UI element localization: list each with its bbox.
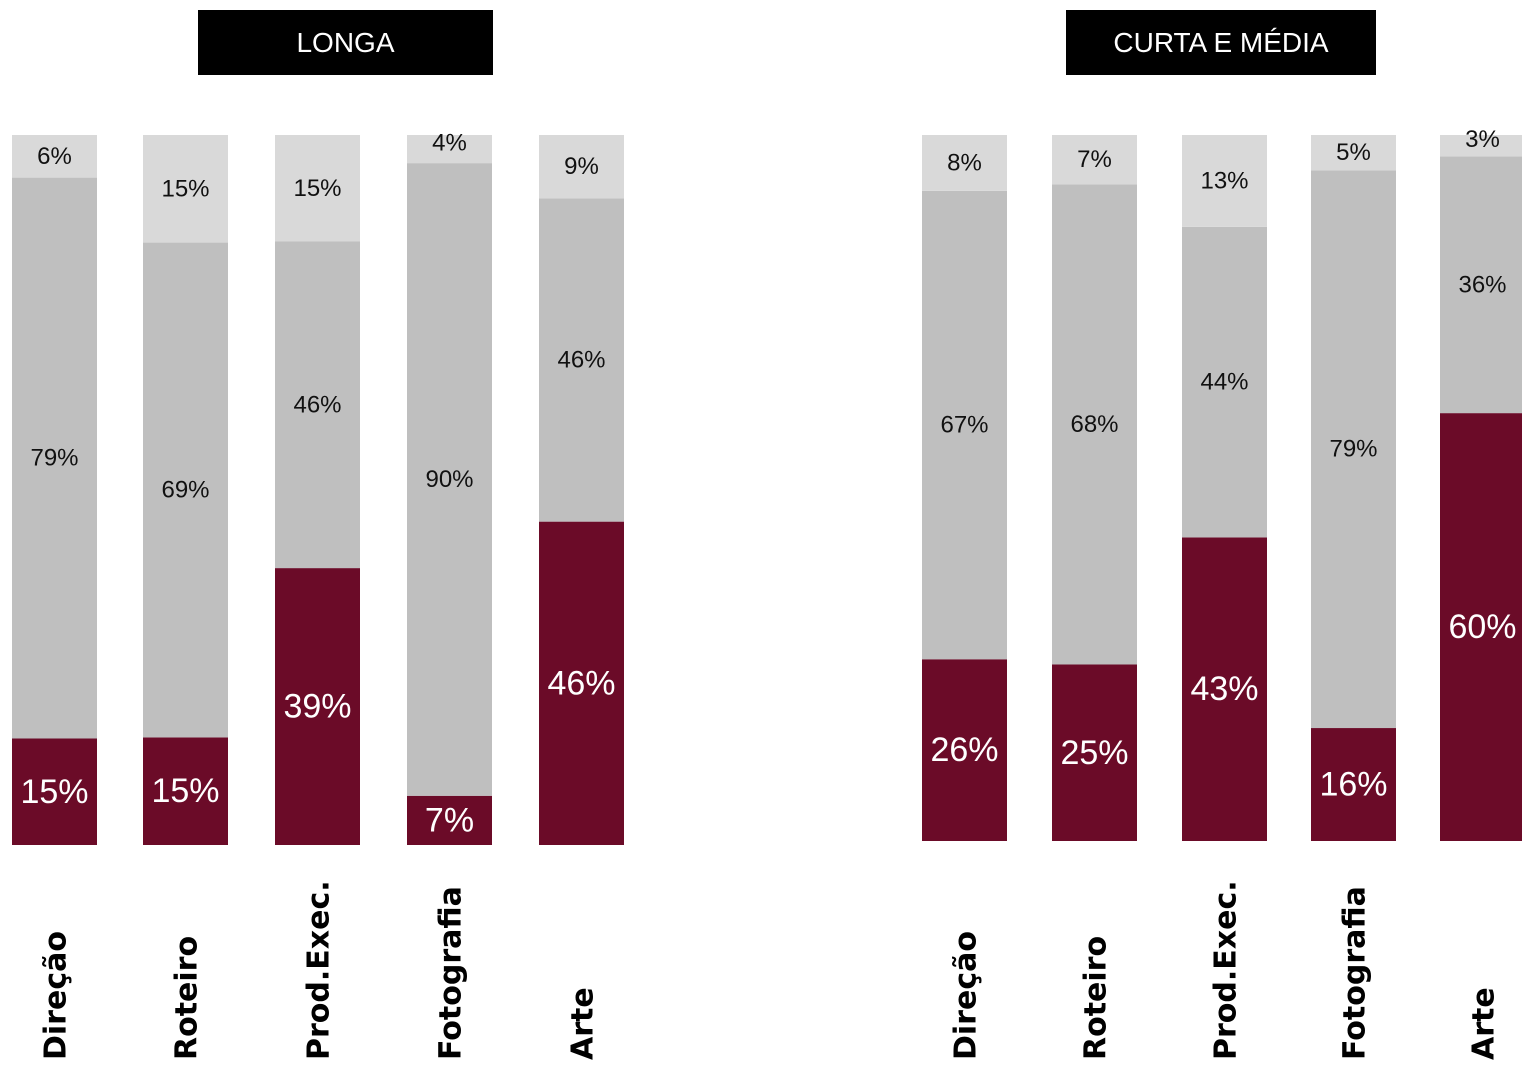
data-label-bottom: 7%: [425, 801, 474, 839]
data-label-top: 15%: [161, 175, 209, 202]
data-label-bottom: 16%: [1319, 766, 1387, 804]
category-label: Direção: [949, 931, 984, 1060]
data-label-top: 5%: [1336, 139, 1371, 166]
category-label: Arte: [1467, 987, 1502, 1060]
data-label-middle: 90%: [425, 466, 473, 493]
category-label: Fotografia: [1338, 886, 1373, 1060]
data-label-bottom: 15%: [20, 773, 88, 811]
bar-segment-top: [1182, 135, 1267, 227]
data-label-bottom: 43%: [1190, 670, 1258, 708]
data-label-top: 4%: [432, 130, 467, 157]
category-label: Arte: [566, 987, 601, 1060]
category-label: Prod.Exec.: [302, 880, 337, 1060]
category-label: Prod.Exec.: [1209, 880, 1244, 1060]
chart-title-curta-media: CURTA E MÉDIA: [1066, 10, 1376, 75]
chart-title-longa: LONGA: [198, 10, 493, 75]
bar-segment-bottom: [1052, 664, 1137, 841]
bar-segment-middle: [143, 242, 228, 738]
data-label-middle: 46%: [557, 346, 605, 373]
bar-segment-middle: [1182, 226, 1267, 538]
bar-segment-bottom: [1440, 413, 1522, 841]
bar-segment-top: [539, 135, 624, 199]
bar-segment-top: [922, 135, 1007, 191]
data-label-top: 13%: [1200, 167, 1248, 194]
bar-segment-bottom: [12, 738, 97, 845]
bar-segment-middle: [12, 177, 97, 739]
data-label-bottom: 46%: [547, 664, 615, 702]
bar-segment-bottom: [407, 795, 492, 845]
bar-segment-top: [275, 135, 360, 242]
category-label: Roteiro: [170, 936, 205, 1060]
data-label-top: 15%: [293, 175, 341, 202]
bar-segment-bottom: [1182, 537, 1267, 841]
data-label-bottom: 15%: [151, 772, 219, 810]
bar-segment-middle: [539, 198, 624, 522]
bar-segment-top: [1440, 135, 1522, 157]
data-label-bottom: 39%: [283, 688, 351, 726]
data-label-middle: 79%: [1329, 436, 1377, 463]
bar-segment-top: [1311, 135, 1396, 171]
data-label-middle: 69%: [161, 477, 209, 504]
bar-segment-top: [1052, 135, 1137, 185]
data-label-bottom: 25%: [1060, 734, 1128, 772]
bar-segment-middle: [407, 163, 492, 796]
bar-segment-middle: [275, 241, 360, 569]
data-label-middle: 46%: [293, 391, 341, 418]
data-label-middle: 67%: [940, 412, 988, 439]
category-label: Roteiro: [1079, 936, 1114, 1060]
bar-segment-top: [12, 135, 97, 178]
bar-segment-middle: [922, 190, 1007, 660]
bar-segment-bottom: [1311, 728, 1396, 841]
bar-segment-middle: [1052, 184, 1137, 665]
data-label-middle: 79%: [30, 445, 78, 472]
category-label: Direção: [39, 931, 74, 1060]
bar-segment-top: [407, 135, 492, 164]
bar-segment-bottom: [143, 737, 228, 845]
category-label: Fotografia: [434, 886, 469, 1060]
data-label-top: 3%: [1465, 126, 1500, 153]
data-label-middle: 68%: [1070, 411, 1118, 438]
data-label-top: 9%: [564, 153, 599, 180]
data-label-middle: 44%: [1200, 369, 1248, 396]
bar-segment-middle: [1440, 156, 1522, 414]
data-label-bottom: 26%: [930, 731, 998, 769]
data-label-top: 6%: [37, 143, 72, 170]
bar-segment-middle: [1311, 170, 1396, 729]
bar-segment-bottom: [275, 568, 360, 845]
data-label-top: 7%: [1077, 146, 1112, 173]
bar-segment-bottom: [922, 659, 1007, 841]
data-label-bottom: 60%: [1448, 608, 1516, 646]
data-label-top: 8%: [947, 149, 982, 176]
bar-segment-bottom: [539, 521, 624, 845]
data-label-middle: 36%: [1458, 271, 1506, 298]
bar-segment-top: [143, 135, 228, 243]
